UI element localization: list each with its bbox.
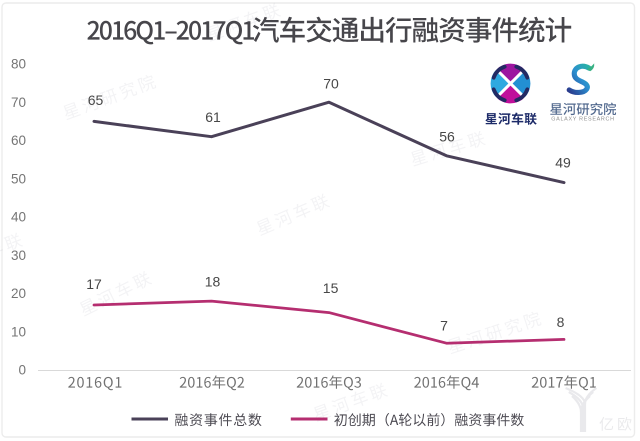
svg-text:20: 20 [11,286,26,301]
svg-text:49: 49 [555,155,571,171]
svg-text:15: 15 [323,280,339,296]
svg-text:40: 40 [11,210,26,225]
svg-text:56: 56 [439,129,455,145]
svg-text:GALAXY RESEARCH: GALAXY RESEARCH [551,116,614,122]
svg-text:30: 30 [11,248,26,263]
svg-text:65: 65 [88,92,104,108]
svg-text:70: 70 [323,75,339,91]
svg-text:80: 80 [11,57,26,72]
svg-text:60: 60 [11,133,26,148]
svg-text:18: 18 [205,274,221,290]
svg-text:17: 17 [86,276,102,292]
svg-text:61: 61 [205,109,221,125]
svg-text:10: 10 [11,324,26,339]
svg-text:0: 0 [18,363,26,378]
svg-text:50: 50 [11,171,26,186]
svg-text:70: 70 [11,95,26,110]
svg-text:7: 7 [440,318,448,334]
svg-text:8: 8 [557,314,565,330]
